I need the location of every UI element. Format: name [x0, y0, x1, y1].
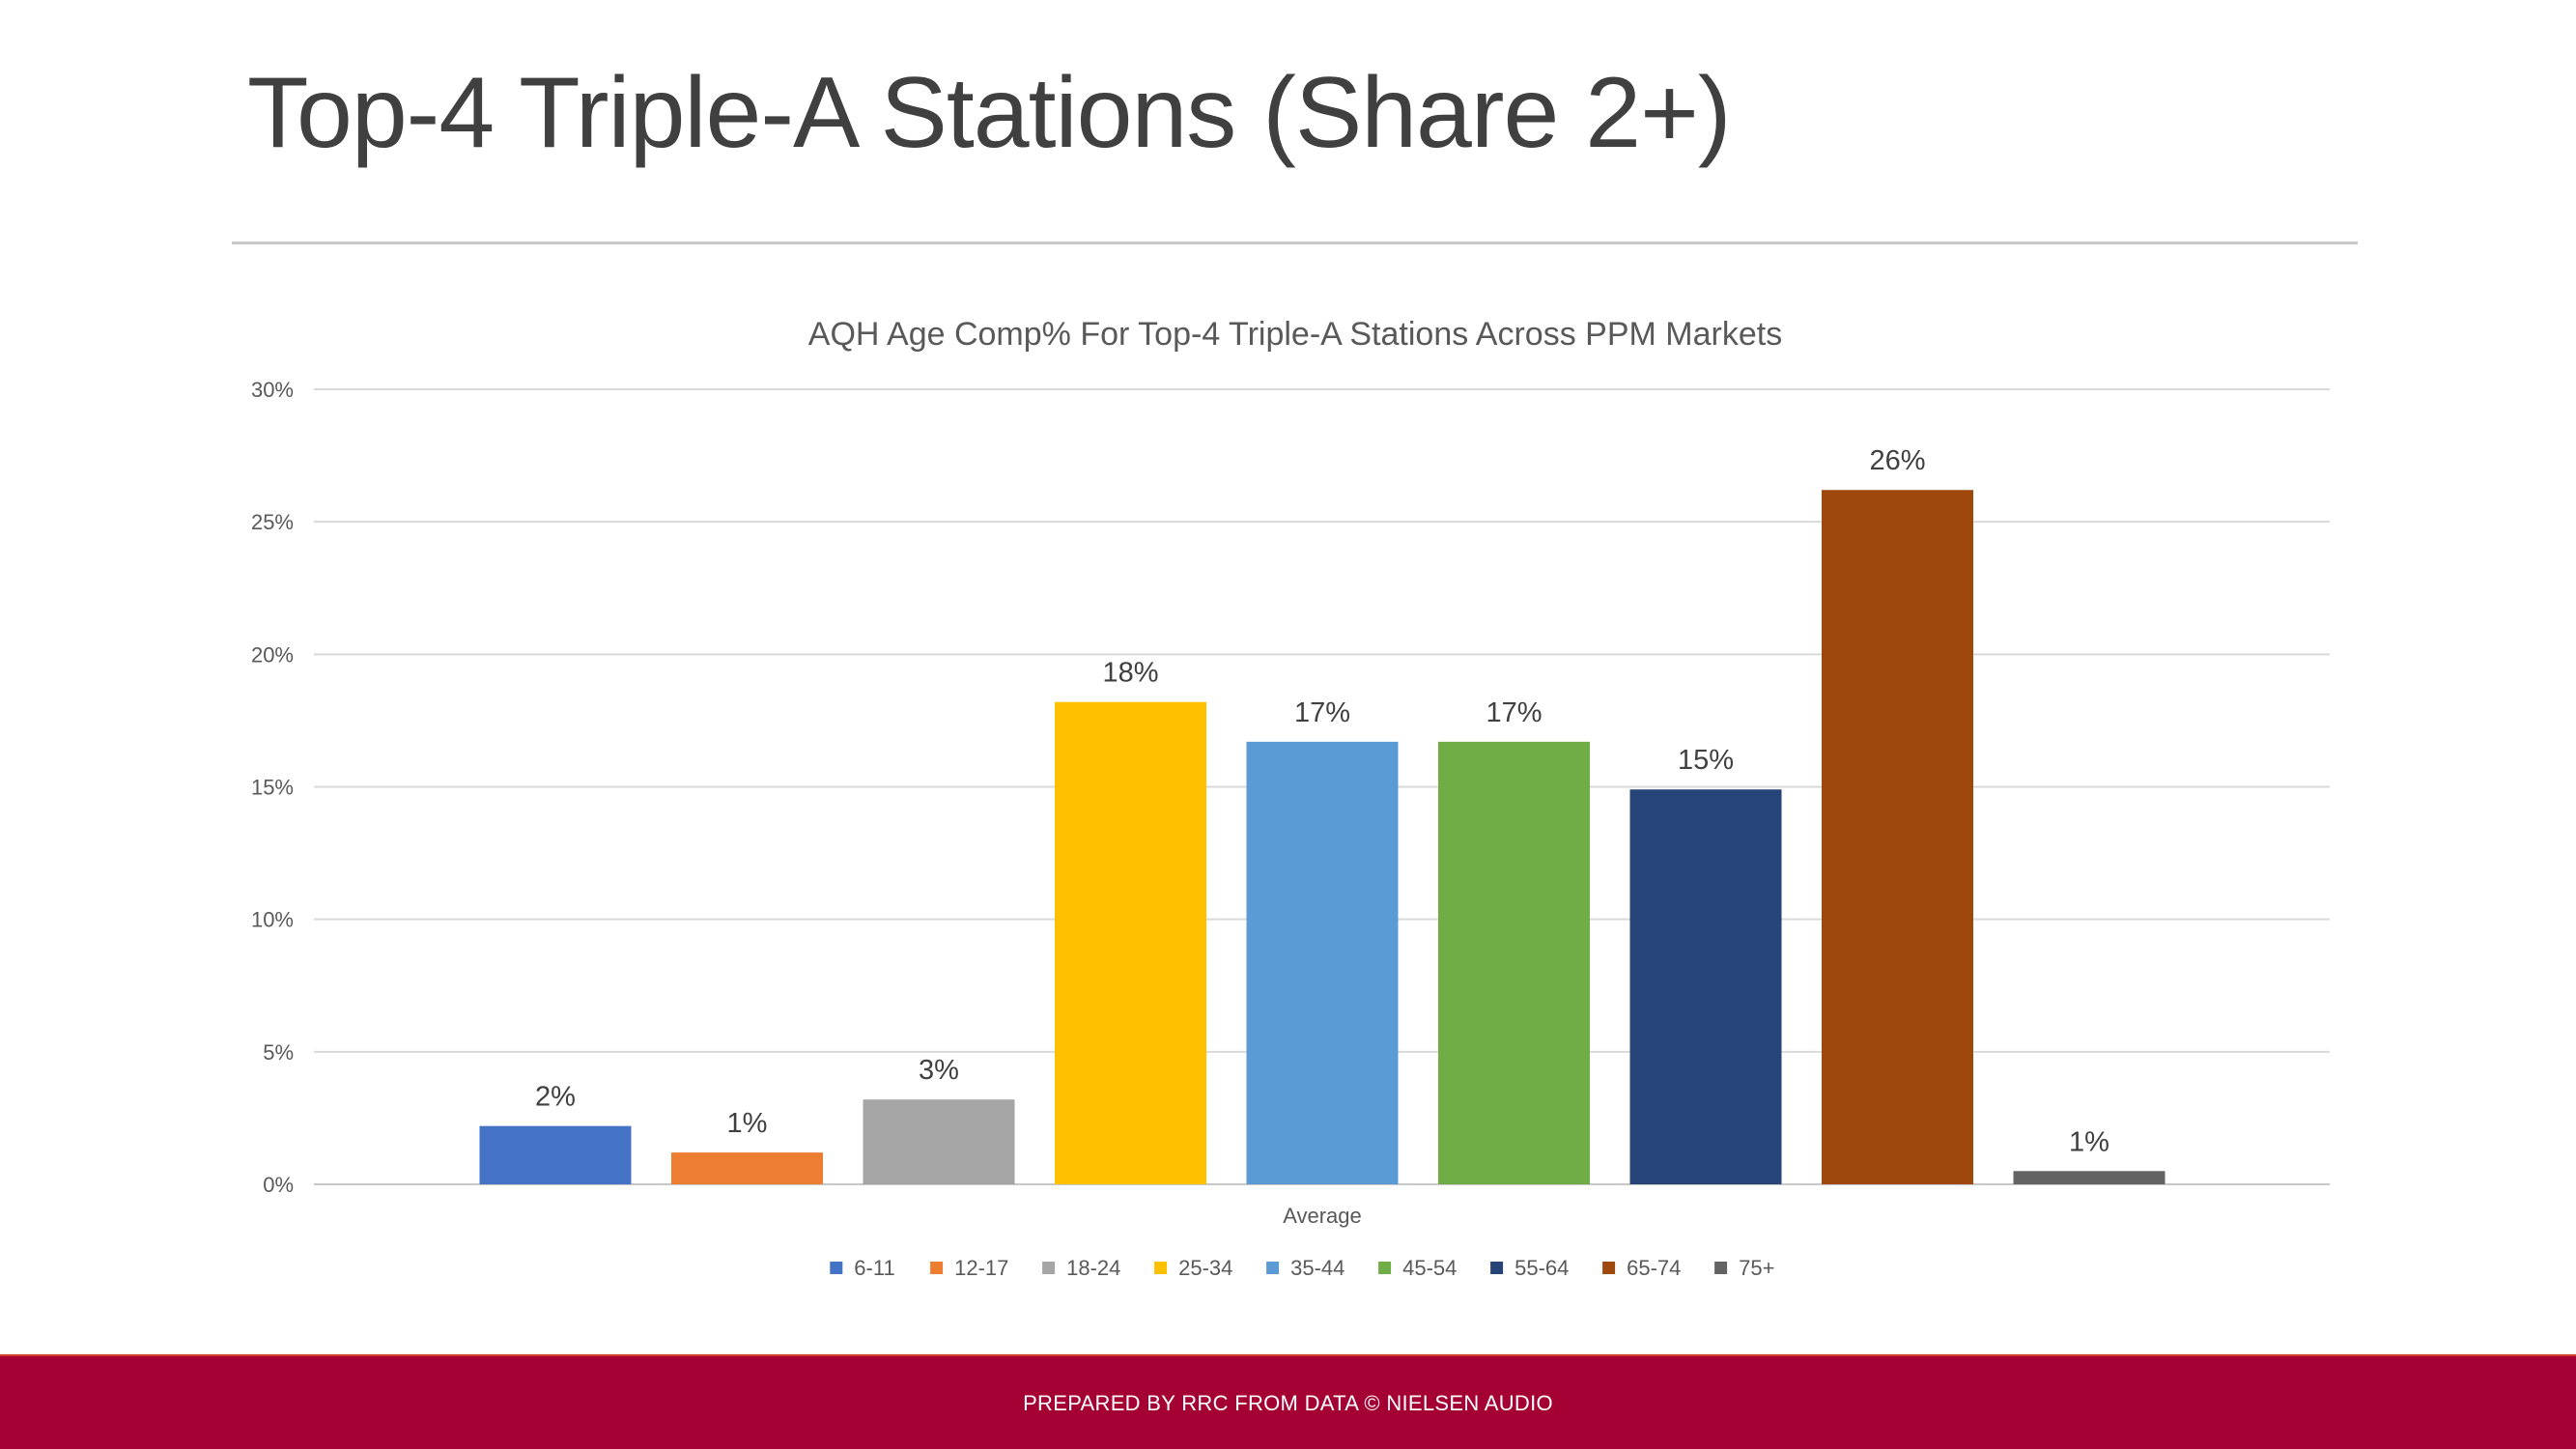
bar-75+	[2013, 1171, 2166, 1184]
y-tick-label: 25%	[251, 510, 294, 534]
data-label: 18%	[1102, 658, 1158, 689]
gridlines	[314, 388, 2330, 1185]
data-label: 1%	[727, 1108, 768, 1139]
legend-swatch-18-24	[1042, 1262, 1056, 1274]
data-label: 15%	[1678, 745, 1734, 776]
data-label: 1%	[2069, 1126, 2109, 1157]
bars	[479, 490, 2166, 1184]
footer-bar: PREPARED BY RRC FROM DATA © NIELSEN AUDI…	[0, 1354, 2576, 1449]
legend-swatch-25-34	[1154, 1262, 1168, 1274]
legend-swatch-35-44	[1266, 1262, 1280, 1274]
legend-swatch-65-74	[1602, 1262, 1616, 1274]
bar-35-44	[1246, 741, 1399, 1184]
slide-title: Top-4 Triple-A Stations (Share 2+)	[247, 57, 1731, 169]
y-tick-label: 15%	[251, 776, 294, 800]
bar-6-11	[479, 1125, 632, 1184]
legend-label: 75+	[1739, 1256, 1774, 1280]
data-label: 26%	[1869, 445, 1925, 476]
legend-label: 25-34	[1178, 1256, 1232, 1280]
legend-label: 6-11	[854, 1256, 894, 1280]
legend-label: 35-44	[1290, 1256, 1345, 1280]
y-axis-ticks: 0% 5% 10% 15% 20% 25% 30%	[251, 378, 294, 1197]
legend-swatch-6-11	[830, 1262, 843, 1274]
legend-swatch-45-54	[1378, 1262, 1392, 1274]
title-divider	[232, 242, 2358, 244]
data-labels: 2% 1% 3% 18% 17% 17% 15% 26% 1%	[535, 445, 2109, 1157]
legend: 6-11 12-17 18-24 25-34 35-44 45-54 55-64 65-74 7…	[830, 1256, 1774, 1280]
legend-label: 18-24	[1066, 1256, 1120, 1280]
data-label: 17%	[1294, 697, 1350, 728]
data-label: 3%	[919, 1055, 959, 1086]
y-tick-label: 5%	[263, 1040, 294, 1065]
legend-swatch-12-17	[930, 1262, 944, 1274]
legend-label: 45-54	[1402, 1256, 1457, 1280]
data-label: 17%	[1486, 697, 1542, 728]
footer-credit: PREPARED BY RRC FROM DATA © NIELSEN AUDI…	[1023, 1391, 1553, 1415]
bar-65-74	[1822, 490, 1973, 1184]
y-tick-label: 20%	[251, 642, 294, 667]
legend-label: 65-74	[1627, 1256, 1681, 1280]
bar-12-17	[671, 1152, 823, 1184]
x-category-label: Average	[1283, 1204, 1362, 1228]
bar-25-34	[1055, 701, 1206, 1184]
bar-chart: AQH Age Comp% For Top-4 Triple-A Station…	[251, 316, 2330, 1280]
legend-swatch-55-64	[1490, 1262, 1504, 1274]
y-tick-label: 10%	[251, 908, 294, 932]
bar-55-64	[1629, 789, 1782, 1184]
legend-label: 55-64	[1514, 1256, 1569, 1280]
legend-label: 12-17	[954, 1256, 1008, 1280]
y-tick-label: 0%	[263, 1173, 294, 1197]
bar-45-54	[1438, 741, 1590, 1184]
chart-title: AQH Age Comp% For Top-4 Triple-A Station…	[808, 316, 1782, 353]
legend-swatch-75+	[1714, 1262, 1728, 1274]
y-tick-label: 30%	[251, 378, 294, 402]
bar-18-24	[863, 1099, 1015, 1184]
data-label: 2%	[535, 1082, 576, 1113]
